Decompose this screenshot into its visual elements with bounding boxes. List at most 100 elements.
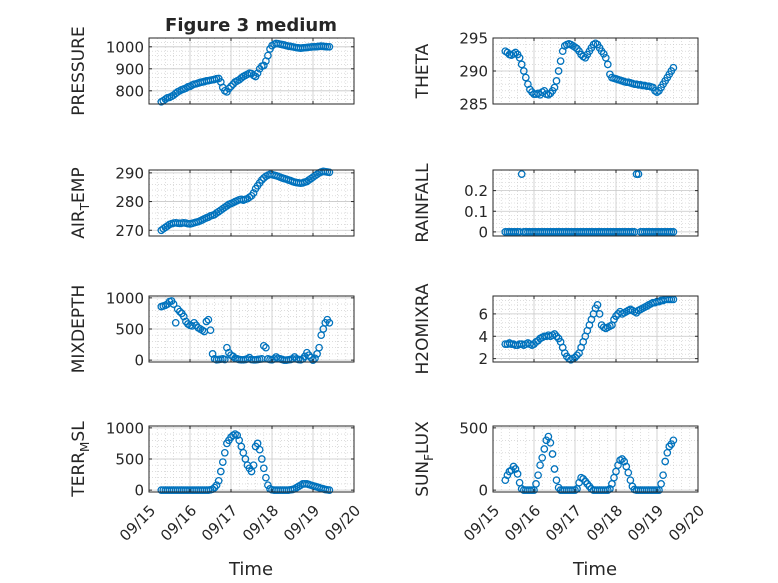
data-point (552, 332, 561, 341)
y-tick-label: 1000 (106, 38, 144, 56)
y-tick-label: 500 (459, 419, 488, 437)
y-tick-label: 270 (115, 222, 144, 240)
data-point (534, 89, 542, 98)
data-point (515, 53, 524, 62)
y-tick-label: 1000 (106, 289, 144, 307)
data-point (255, 445, 264, 454)
plot-area (493, 296, 698, 362)
data-point (507, 466, 516, 475)
data-point (220, 448, 229, 457)
data-point (325, 318, 334, 327)
data-point (264, 51, 272, 60)
y-tick-label: 280 (115, 193, 144, 211)
data-point (534, 471, 542, 480)
y-tick-label: 0 (134, 352, 144, 370)
y-tick-label: 0 (478, 223, 488, 241)
data-point (309, 356, 317, 364)
data-point (511, 48, 520, 57)
data-point (225, 84, 233, 93)
subplot-mixdepth: 0 500 1000 MIXDEPTH (69, 285, 355, 374)
data-point (521, 73, 530, 82)
data-point (603, 60, 612, 69)
subplot-theta: 285 290 295 THETA (413, 30, 699, 114)
data-point (669, 63, 678, 72)
axes-box (148, 37, 355, 105)
subplot-h2omixra: 2 4 6 H2OMIXRA (413, 283, 699, 375)
data-point (223, 202, 231, 210)
data-point (571, 43, 579, 52)
data-point (661, 457, 670, 466)
y-tick-label: 800 (115, 82, 144, 100)
x-axis-label-right: Time (572, 559, 617, 580)
series-air-temp (157, 167, 334, 235)
data-point (214, 476, 223, 485)
data-point (601, 53, 610, 62)
major-grid (493, 296, 698, 362)
data-point (253, 69, 262, 78)
data-point (595, 310, 604, 318)
y-axis-label: MIXDEPTH (69, 285, 89, 374)
data-point (249, 189, 258, 197)
data-point (657, 480, 665, 488)
data-point (206, 326, 215, 335)
y-axis-label: RAINFALL (413, 163, 433, 243)
data-point (669, 436, 678, 445)
data-point (546, 438, 555, 447)
y-tick-label: 4 (478, 328, 488, 346)
data-point (544, 90, 553, 99)
y-tick-label: 290 (459, 63, 488, 81)
axes-box (492, 425, 699, 493)
axes-box (492, 169, 699, 237)
x-axis-label-left: Time (228, 559, 273, 580)
data-point (202, 317, 211, 326)
data-point (169, 300, 178, 308)
data-point (161, 95, 170, 104)
data-point (573, 351, 581, 360)
data-point (264, 481, 272, 490)
series-pressure (157, 39, 334, 106)
y-tick-label: 900 (115, 60, 144, 78)
data-point (548, 450, 557, 458)
data-point (517, 60, 526, 69)
data-point (540, 445, 549, 453)
data-point (227, 82, 235, 91)
series-theta (501, 39, 678, 99)
y-tick-label: 1000 (106, 419, 144, 437)
y-tick-label: 290 (115, 164, 144, 182)
y-tick-label: 0 (134, 482, 144, 500)
data-point (552, 77, 561, 85)
data-point (513, 470, 522, 478)
axes-box (492, 295, 699, 363)
data-point (175, 307, 184, 316)
axes-box (148, 169, 355, 237)
y-tick-label: 0.2 (464, 182, 488, 200)
data-point (550, 465, 559, 473)
subplot-air-temp: 270 280 290 AIRTEMP (69, 164, 355, 240)
data-point (204, 315, 213, 324)
y-tick-label: 295 (459, 30, 488, 48)
data-point (262, 473, 270, 482)
data-point (313, 170, 321, 179)
y-tick-label: 0.1 (464, 203, 488, 221)
data-point (311, 354, 319, 363)
data-point (599, 49, 608, 58)
data-point (212, 481, 221, 490)
data-point (223, 343, 231, 352)
data-point (218, 458, 227, 466)
y-tick-label: 0 (478, 482, 488, 500)
data-point (634, 170, 643, 178)
data-point (259, 61, 268, 70)
data-point (262, 343, 270, 352)
data-point (532, 480, 540, 488)
data-point (550, 330, 559, 338)
y-tick-label: 2 (478, 350, 488, 368)
data-point (519, 67, 528, 75)
data-point (593, 301, 602, 309)
data-point (259, 341, 268, 350)
series-sun-flux (501, 432, 678, 494)
data-point (503, 471, 512, 480)
y-axis-label: PRESSURE (69, 26, 89, 115)
y-tick-label: 500 (115, 321, 144, 339)
data-point (552, 476, 561, 485)
